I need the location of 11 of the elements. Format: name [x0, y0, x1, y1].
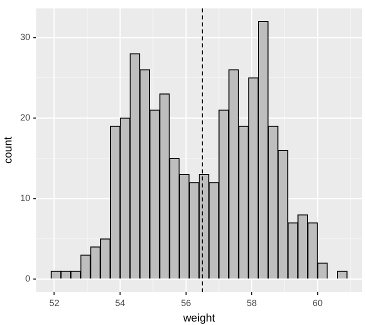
y-tick-label: 10 [20, 193, 30, 204]
x-axis-title: weight [182, 312, 216, 324]
x-tick-label: 60 [312, 298, 323, 308]
y-axis-title: count [2, 136, 15, 164]
y-tick-label: 30 [20, 32, 30, 42]
x-tick-label: 56 [180, 298, 191, 308]
x-tick-label: 52 [49, 298, 60, 308]
x-tick-label: 58 [246, 298, 257, 308]
y-tick-label: 20 [20, 112, 30, 122]
y-tick-label: 0 [25, 274, 30, 284]
x-tick-label: 54 [115, 298, 126, 308]
